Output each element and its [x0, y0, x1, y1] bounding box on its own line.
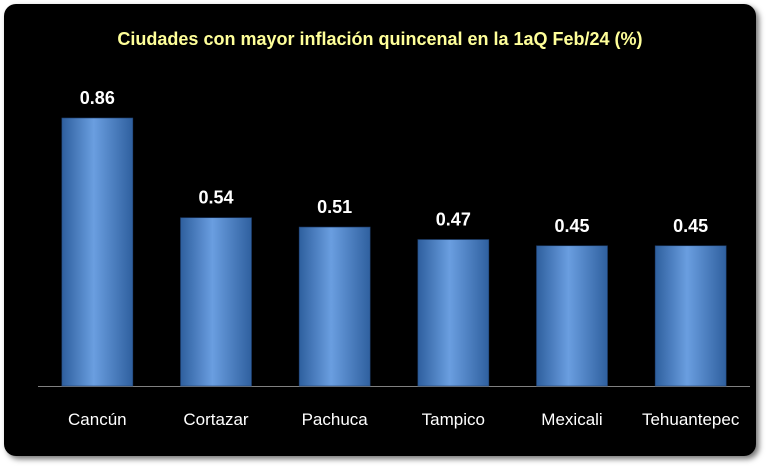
data-label-2: 0.51: [317, 197, 352, 217]
bar-5: [654, 245, 727, 387]
category-label-1: Cortazar: [183, 410, 249, 429]
data-label-0: 0.86: [80, 88, 115, 108]
category-label-3: Tampico: [422, 410, 485, 429]
category-label-4: Mexicali: [541, 410, 602, 429]
chart-frame: Ciudades con mayor inflación quincenal e…: [4, 4, 756, 456]
bar-chart: Ciudades con mayor inflación quincenal e…: [38, 29, 750, 429]
category-label-2: Pachuca: [302, 410, 369, 429]
data-label-4: 0.45: [554, 216, 589, 236]
plot-area: 0.86 Cancún 0.54 Cortazar 0.51 Pachuca 0.47 Tam…: [38, 88, 750, 429]
bar-1: [180, 217, 252, 387]
bar-2: [298, 226, 371, 387]
category-label-5: Tehuantepec: [642, 410, 740, 429]
data-label-1: 0.54: [198, 188, 233, 208]
bar-0: [61, 117, 134, 387]
bar-3: [417, 239, 490, 387]
category-label-0: Cancún: [68, 410, 127, 429]
data-label-5: 0.45: [673, 216, 708, 236]
chart-title: Ciudades con mayor inflación quincenal e…: [117, 29, 642, 49]
data-label-3: 0.47: [436, 210, 471, 230]
bar-4: [536, 245, 608, 387]
